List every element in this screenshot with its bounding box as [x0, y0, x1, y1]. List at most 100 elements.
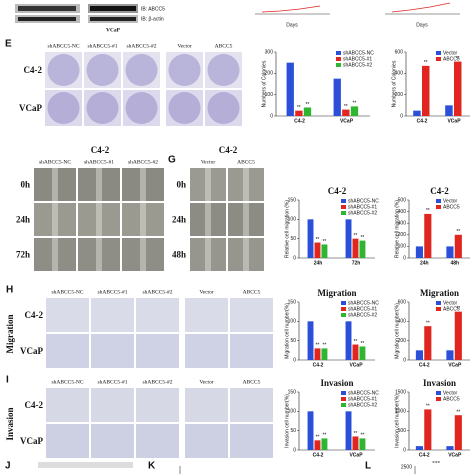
column-label: ABCC5	[215, 43, 233, 49]
y-axis-label: Migration cell number(%)	[284, 303, 290, 359]
image-tile	[122, 238, 164, 271]
blot-band	[90, 6, 136, 11]
y-tick-label: 50	[290, 428, 296, 434]
legend-swatch	[341, 307, 346, 311]
column-label: Vector	[177, 43, 192, 49]
x-tick-label: VCaP	[349, 362, 363, 368]
column-label: Vector	[201, 159, 216, 165]
legend-label: shABCC5-#2	[348, 312, 377, 318]
y-tick-label: 400	[398, 209, 407, 215]
significance: **	[360, 235, 364, 241]
y-tick-label: 200	[398, 338, 407, 344]
image-tile	[185, 424, 228, 458]
column-label: shABCC5-#1	[84, 159, 114, 165]
panel-letter: I	[6, 375, 9, 386]
image-tile	[34, 203, 76, 236]
image-strip	[38, 462, 133, 468]
y-axis-label: Invasion cell number(%)	[284, 394, 290, 448]
bar	[307, 219, 314, 258]
x-tick-label: C4-2	[294, 118, 305, 124]
blot-band	[90, 17, 136, 21]
row-label: 72h	[16, 250, 30, 260]
image-tile	[185, 298, 228, 332]
legend-label: shABCC5-NC	[348, 300, 379, 306]
bar	[345, 219, 352, 258]
x-tick-label: 48h	[450, 260, 459, 266]
legend-label: ABCC5	[443, 306, 460, 312]
legend-swatch	[341, 313, 346, 317]
image-tile	[78, 203, 120, 236]
image-tile	[228, 238, 264, 271]
y-tick-label: 100	[265, 92, 274, 98]
image-tile	[46, 298, 89, 332]
bar	[446, 246, 454, 258]
tick-label: 2500	[401, 464, 412, 470]
legend-label: ABCC5	[443, 396, 460, 402]
significance: **	[353, 431, 357, 437]
bar	[415, 246, 423, 258]
row-label: 24h	[172, 215, 186, 225]
bar	[314, 440, 321, 450]
wound	[52, 203, 58, 236]
x-tick-label: 24h	[420, 260, 429, 266]
y-tick-label: 100	[288, 319, 297, 325]
image-tile	[46, 424, 89, 458]
bar	[415, 350, 423, 360]
bar	[307, 321, 314, 360]
bar	[307, 411, 314, 450]
legend-swatch	[436, 307, 441, 311]
column-label: shABCC5-#1	[88, 43, 118, 49]
bar	[359, 346, 366, 360]
image-tile	[230, 298, 273, 332]
legend-swatch	[436, 397, 441, 401]
colony-plate	[168, 54, 201, 86]
row-label: 0h	[20, 180, 30, 190]
panel-letter: H	[6, 285, 13, 296]
image-tile	[230, 424, 273, 458]
curve	[391, 2, 451, 13]
chart-title: C4-2	[328, 186, 347, 196]
bar	[345, 321, 352, 360]
y-tick-label: 0	[293, 357, 296, 363]
image-tile	[34, 238, 76, 271]
y-tick-label: 0	[403, 447, 406, 453]
bar	[321, 348, 328, 360]
bar	[446, 350, 454, 360]
y-tick-label: 150	[288, 299, 297, 305]
y-tick-label: 150	[288, 389, 297, 395]
image-tile	[46, 388, 89, 422]
legend-label: shABCC5-NC	[348, 390, 379, 396]
wound	[140, 203, 146, 236]
chart-title: Migration	[420, 288, 459, 298]
significance: **	[315, 343, 319, 349]
chart-title: Migration	[318, 288, 357, 298]
y-axis-label: Relative cell migration (%)	[284, 200, 290, 258]
y-tick-label: 500	[398, 197, 407, 203]
wound	[52, 238, 58, 271]
y-tick-label: 50	[290, 338, 296, 344]
bar	[345, 411, 352, 450]
wound	[52, 168, 58, 201]
y-axis-label: Numbers of Colonies	[391, 60, 397, 107]
legend-label: Vector	[443, 50, 458, 56]
x-tick-label: VCaP	[340, 118, 354, 124]
column-label: shABCC5-#2	[143, 289, 173, 295]
y-tick-label: 500	[398, 428, 407, 434]
colony-plate	[125, 92, 158, 124]
column-label: Vector	[199, 379, 214, 385]
y-tick-label: 200	[398, 232, 407, 238]
legend-label: shABCC5-#1	[343, 56, 372, 62]
blot-label: IB: ABCC5	[141, 6, 165, 12]
colony-plate	[47, 54, 80, 86]
image-tile	[136, 424, 179, 458]
bar	[321, 438, 328, 450]
legend-label: shABCC5-NC	[343, 50, 374, 56]
blot-band	[18, 6, 76, 11]
legend-swatch	[336, 63, 341, 67]
bar	[352, 436, 359, 450]
wound	[140, 168, 146, 201]
significance: **	[360, 341, 364, 347]
row-label: 0h	[176, 180, 186, 190]
bar	[454, 311, 462, 360]
legend-label: shABCC5-#1	[348, 306, 377, 312]
